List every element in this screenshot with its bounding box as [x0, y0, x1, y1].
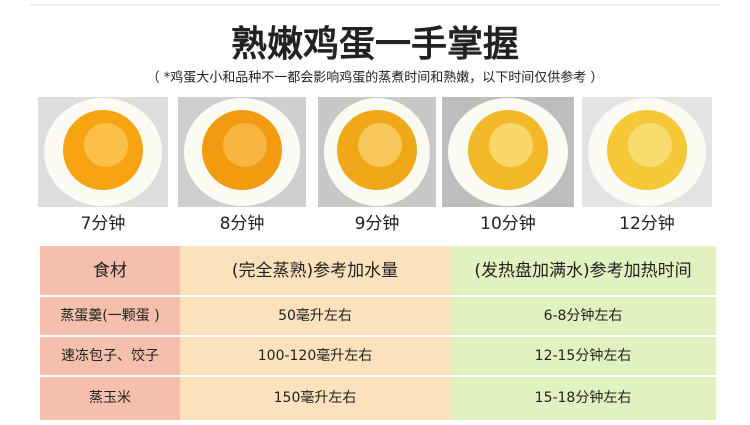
column-bg — [450, 246, 716, 420]
table-cell: 蒸蛋羹(一颗蛋 ) — [60, 308, 159, 324]
column-header: 食材 — [93, 261, 127, 281]
table-cell: 6-8分钟左右 — [544, 307, 623, 324]
table-cell: 速冻包子、饺子 — [61, 347, 159, 364]
table-cell: 100-120毫升左右 — [258, 347, 373, 364]
egg-row: 7分钟 8分钟 9分钟 10分钟 12分钟 — [38, 97, 712, 234]
table-cell: 50毫升左右 — [278, 307, 352, 324]
egg-yolk-center — [489, 123, 533, 167]
egg-yolk-center — [358, 123, 402, 167]
subtitle: （ *鸡蛋大小和品种不一都会影响鸡蛋的蒸煮时间和熟嫩，以下时间仅供参考 ） — [147, 70, 604, 86]
table-cell: 蒸玉米 — [89, 390, 131, 406]
column-header: (完全蒸熟)参考加水量 — [232, 260, 398, 281]
egg-yolk-center — [628, 123, 672, 167]
egg-label: 10分钟 — [480, 214, 536, 234]
column-bg — [180, 246, 450, 420]
egg-label: 12分钟 — [619, 214, 675, 234]
egg-label: 9分钟 — [355, 214, 400, 234]
egg-yolk-center — [223, 123, 267, 167]
title: 熟嫩鸡蛋一手掌握 — [231, 24, 519, 65]
egg-label: 7分钟 — [81, 214, 126, 234]
table-cell: 15-18分钟左右 — [535, 389, 632, 406]
egg-yolk-center — [84, 123, 128, 167]
column-header: (发热盘加满水)参考加热时间 — [474, 261, 691, 281]
table-cell: 12-15分钟左右 — [535, 347, 632, 364]
column-bg — [40, 246, 180, 420]
egg-label: 8分钟 — [220, 214, 265, 234]
table-cell: 150毫升左右 — [274, 389, 357, 406]
